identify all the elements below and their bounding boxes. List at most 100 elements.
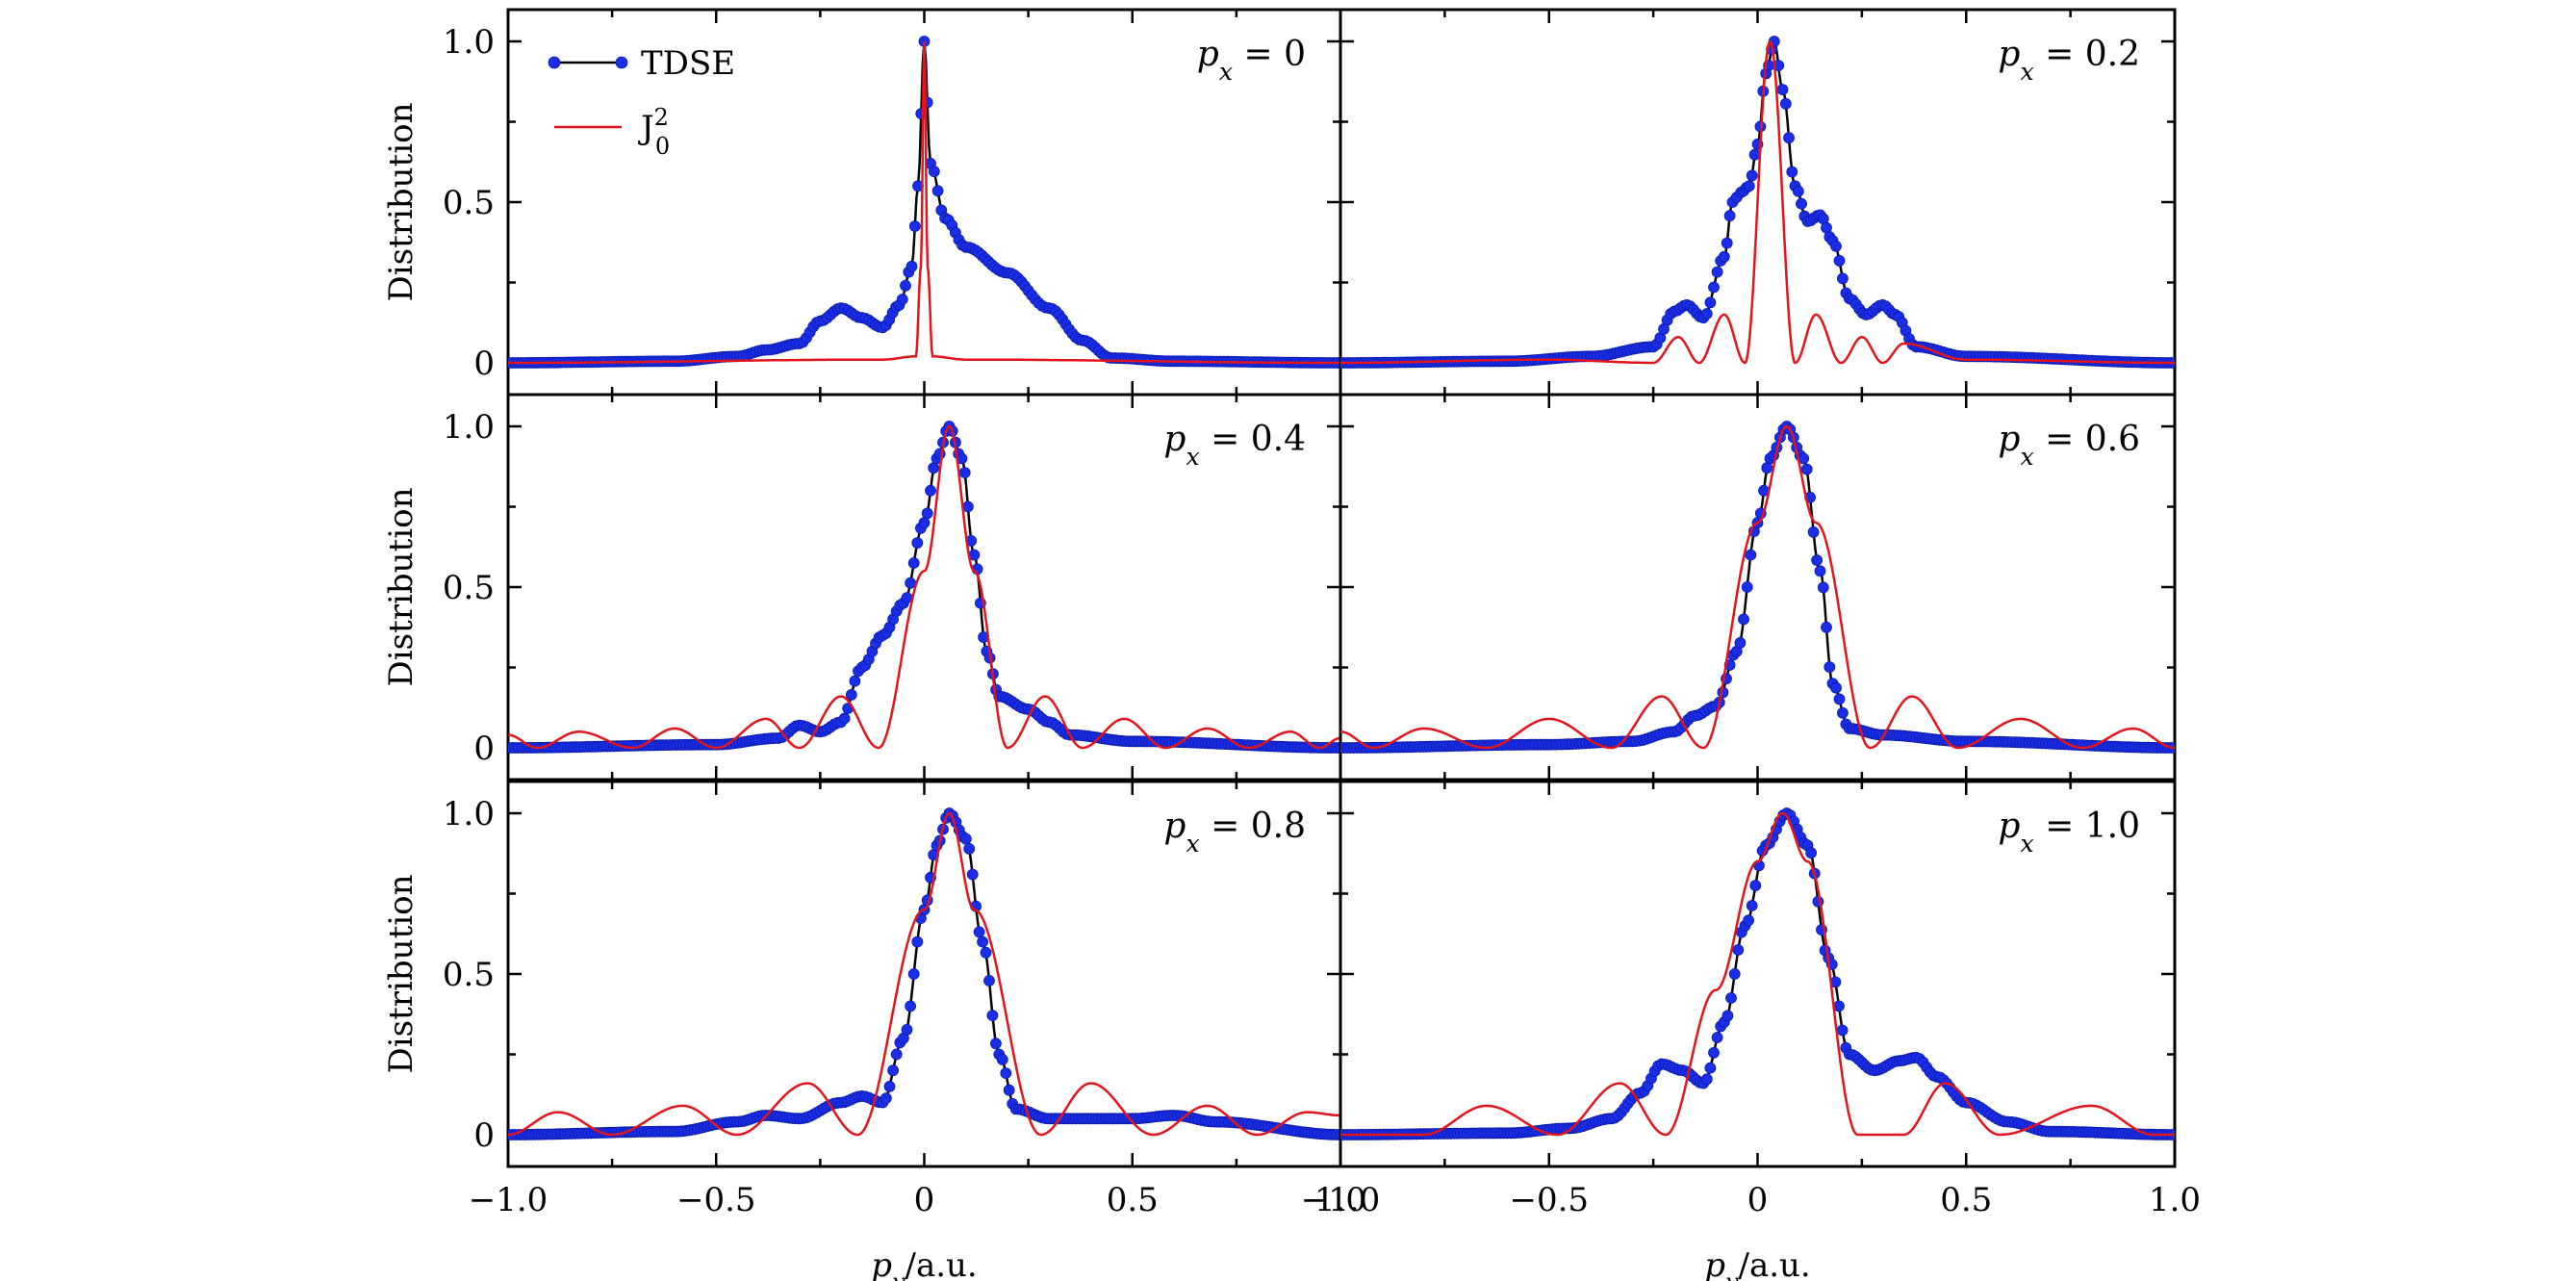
legend-marker — [615, 56, 628, 69]
legend: TDSE J2 0 — [548, 44, 735, 160]
panel-2: px = 0.2 — [1339, 8, 2177, 397]
tdse-point — [1743, 914, 1754, 927]
tdse-point — [1721, 237, 1733, 249]
y-tick-label: 1.0 — [443, 23, 495, 62]
tdse-point — [880, 1092, 892, 1104]
panel-4: px = 0.6 — [1339, 393, 2177, 781]
tdse-point — [1817, 581, 1829, 594]
tdse-point — [1732, 944, 1745, 956]
series-line-j0-squared — [1340, 811, 2175, 1137]
tdse-point — [1824, 661, 1836, 673]
tdse-point — [986, 1010, 999, 1021]
tdse-point — [905, 576, 916, 589]
tdse-point — [908, 220, 921, 233]
x-axis-title: py/a.u. — [871, 1246, 977, 1281]
x-tick-label: −1.0 — [469, 1181, 548, 1219]
tdse-point — [905, 260, 918, 272]
legend-label-j0-squared: J2 0 — [638, 104, 670, 160]
tdse-point — [928, 462, 940, 474]
x-tick-label: 0.5 — [1107, 1181, 1159, 1219]
tdse-point — [901, 1024, 913, 1036]
tdse-point — [1741, 581, 1753, 593]
y-tick-label: 0.5 — [443, 956, 495, 994]
tdse-point — [1830, 240, 1842, 252]
series-line-j0-squared — [1340, 424, 2175, 750]
tdse-point — [1833, 254, 1846, 267]
tdse-point — [958, 467, 971, 479]
tdse-point — [996, 1054, 1008, 1065]
tdse-point — [963, 843, 976, 855]
y-tick-label: 1.0 — [443, 408, 495, 447]
tdse-point — [907, 557, 920, 569]
x-tick-label: 1.0 — [1314, 1181, 1366, 1219]
y-axis-title: Distribution — [382, 488, 421, 687]
tdse-point — [1800, 463, 1813, 475]
tdse-point — [973, 926, 985, 938]
tdse-point — [921, 507, 933, 520]
tdse-point — [838, 712, 851, 725]
tdse-point — [980, 946, 992, 959]
tdse-point — [977, 935, 988, 948]
panel-6: −1.0 −0.5 0 0.5 1.0 py/a.u. px = 1.0 — [1301, 780, 2201, 1281]
series-line-tdse — [508, 424, 1340, 750]
legend-marker — [548, 56, 561, 69]
series-line-tdse — [508, 811, 1340, 1137]
panel-label: px = 1.0 — [1998, 807, 2140, 858]
series-line-tdse — [1340, 424, 2175, 750]
tdse-point — [1796, 197, 1807, 210]
y-tick-label: 0 — [473, 345, 495, 383]
y-axis-title: Distribution — [382, 875, 421, 1074]
tdse-point — [1700, 1073, 1713, 1086]
y-tick-label: 0 — [473, 1116, 495, 1155]
tdse-point — [928, 166, 940, 178]
tdse-point — [1708, 281, 1720, 294]
x-tick-label: −1.0 — [1301, 1181, 1381, 1219]
tdse-point — [905, 1000, 916, 1012]
tdse-point — [1746, 169, 1758, 182]
tdse-point — [911, 935, 924, 948]
tdse-point — [983, 975, 995, 986]
tdse-point — [1830, 681, 1842, 694]
tdse-point — [1711, 266, 1723, 278]
tdse-point — [1000, 1067, 1012, 1079]
panel-label: px = 0 — [1197, 35, 1306, 86]
y-axis-title: Distribution — [382, 103, 421, 302]
tdse-point — [1837, 272, 1849, 285]
tdse-point — [1833, 693, 1846, 705]
panel-label: px = 0.2 — [1998, 35, 2140, 86]
tdse-point — [1761, 462, 1773, 474]
tdse-point — [1738, 613, 1749, 626]
tdse-point — [887, 1064, 899, 1077]
tdse-point — [1704, 1062, 1717, 1074]
tdse-point — [890, 1048, 903, 1061]
x-axis-title: py/a.u. — [1704, 1246, 1810, 1281]
tdse-point — [896, 294, 908, 305]
tdse-point — [1776, 84, 1789, 95]
tdse-point — [990, 1038, 1002, 1050]
tdse-point — [1745, 549, 1757, 561]
tdse-point — [1711, 1032, 1723, 1043]
tdse-point — [849, 675, 861, 687]
x-tick-label: −0.5 — [1509, 1181, 1589, 1219]
tdse-point — [1837, 706, 1849, 719]
x-tick-label: −0.5 — [676, 1181, 756, 1219]
x-tick-label: 0.5 — [1940, 1181, 1992, 1219]
panel-label: px = 0.8 — [1163, 807, 1306, 858]
panel-5: 0 0.5 1.0 Distribution −1.0 −0.5 0 0.5 1.0 py/a.u… — [382, 780, 1366, 1281]
y-tick-label: 0 — [473, 730, 495, 768]
tdse-point — [900, 279, 911, 292]
x-tick-label: 0 — [1747, 1181, 1769, 1219]
tdse-point — [1805, 847, 1817, 859]
tdse-point — [959, 833, 972, 845]
tdse-point — [1728, 968, 1741, 980]
panel-label: px = 0.6 — [1998, 420, 2140, 471]
panel-3: 0 0.5 1.0 Distribution px = 0.4 — [382, 393, 1342, 781]
tdse-point — [907, 968, 920, 980]
tdse-point — [1743, 180, 1755, 192]
tdse-point — [1746, 900, 1758, 911]
tdse-point — [918, 517, 931, 529]
tdse-point — [1749, 880, 1762, 891]
tdse-point — [1722, 1010, 1734, 1022]
series-line-j0-squared — [508, 424, 1340, 750]
